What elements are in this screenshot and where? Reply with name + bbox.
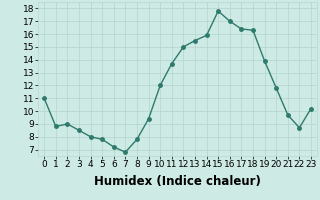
X-axis label: Humidex (Indice chaleur): Humidex (Indice chaleur) <box>94 175 261 188</box>
